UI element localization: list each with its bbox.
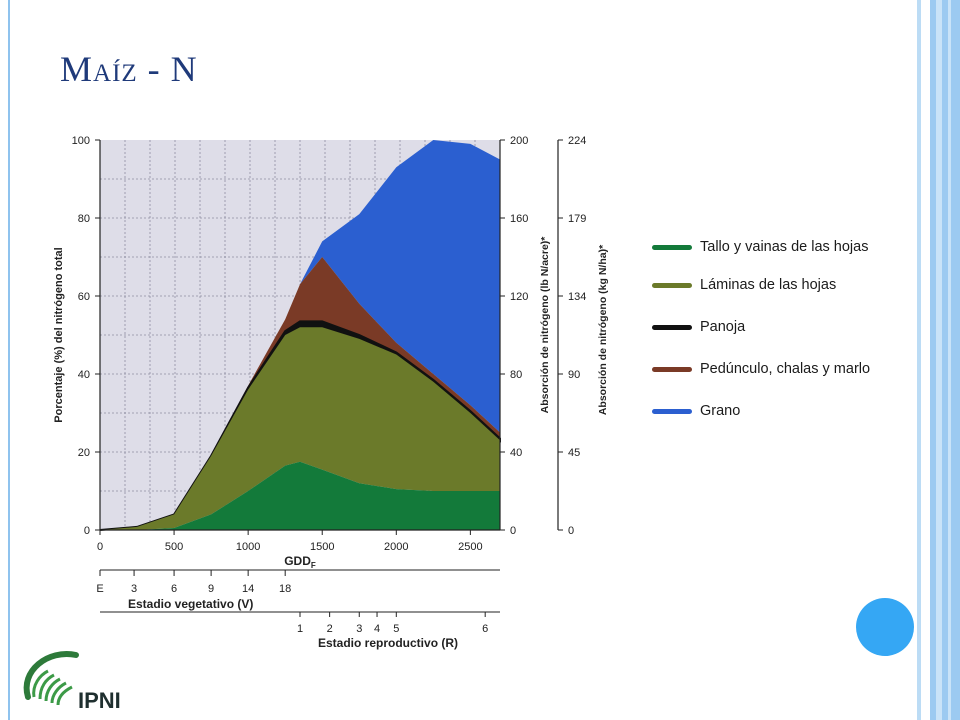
y-tick-label: 80	[78, 213, 90, 225]
reproductive-stage-label: 4	[374, 623, 380, 635]
series-area-tallo	[100, 461, 500, 530]
legend-label-panoja: Panoja	[700, 319, 746, 335]
y3-axis-label: Absorción de nitrógeno (kg N/ha)*	[597, 244, 609, 415]
vegetative-stage-label: E	[96, 583, 103, 595]
x-tick-label: 500	[165, 541, 183, 553]
y2-tick-label: 200	[510, 135, 528, 147]
reproductive-stage-label: 1	[297, 623, 303, 635]
legend-label-grano: Grano	[700, 403, 741, 419]
y3-tick-label: 179	[568, 213, 586, 225]
slide-nav-circle-button[interactable]	[856, 598, 914, 656]
reproductive-stage-label: 2	[327, 623, 333, 635]
logo-text: IPNI	[78, 688, 121, 713]
y3-tick-label: 90	[568, 369, 580, 381]
y-tick-label: 40	[78, 369, 90, 381]
x-tick-label: 2000	[384, 541, 408, 553]
slide-frame-right-stripe	[936, 0, 942, 720]
x-tick-label: 2500	[458, 541, 482, 553]
legend-swatch-pedunculo	[652, 366, 692, 372]
x-axis-label: GDDF	[284, 554, 316, 570]
series-area-grano	[100, 140, 500, 530]
y2-tick-label: 80	[510, 369, 522, 381]
series-area-laminas	[100, 327, 500, 530]
legend-item-pedunculo: Pedúnculo, chalas y marlo	[652, 358, 870, 380]
slide-frame-right-stripe-2	[948, 0, 951, 720]
y-tick-label: 100	[72, 135, 90, 147]
y-tick-label: 60	[78, 291, 90, 303]
legend-swatch-panoja	[652, 324, 692, 330]
x-tick-label: 1000	[236, 541, 260, 553]
y-tick-label: 0	[84, 525, 90, 537]
legend-label-pedunculo: Pedúnculo, chalas y marlo	[700, 361, 871, 377]
x-axis-label-subscript: F	[311, 561, 316, 570]
reproductive-stage-label: 5	[393, 623, 399, 635]
y3-tick-label: 45	[568, 447, 580, 459]
x-tick-label: 0	[97, 541, 103, 553]
y2-tick-label: 120	[510, 291, 528, 303]
y2-axis-label: Absorción de nitrógeno (lb N/acre)*	[539, 236, 551, 414]
y-axis-label: Porcentaje (%) del nitrógeno total	[53, 247, 65, 422]
reproductive-stage-title: Estadio reproductivo (R)	[318, 636, 458, 650]
y-tick-label: 20	[78, 447, 90, 459]
slide-title: Maíz - N	[60, 49, 198, 89]
vegetative-stage-label: 14	[242, 583, 254, 595]
chart-legend: Tallo y vainas de las hojas Láminas de l…	[636, 226, 894, 426]
legend-label-laminas: Láminas de las hojas	[700, 277, 837, 293]
legend-label-tallo: Tallo y vainas de las hojas	[700, 239, 869, 255]
legend-swatch-grano	[652, 408, 692, 414]
reproductive-stage-label: 3	[356, 623, 362, 635]
y3-tick-label: 224	[568, 135, 586, 147]
y2-tick-label: 160	[510, 213, 528, 225]
vegetative-stage-label: 3	[131, 583, 137, 595]
vegetative-stage-label: 6	[171, 583, 177, 595]
legend-item-laminas: Láminas de las hojas	[652, 274, 836, 296]
reproductive-stage-label: 6	[482, 623, 488, 635]
y2-tick-label: 0	[510, 525, 516, 537]
series-area-pedunculo	[100, 257, 500, 530]
slide-frame-right	[930, 0, 960, 720]
y3-tick-label: 134	[568, 291, 586, 303]
vegetative-stage-label: 18	[279, 583, 291, 595]
slide-frame-left	[8, 0, 10, 720]
legend-swatch-laminas	[652, 282, 692, 288]
ipni-logo	[23, 651, 79, 706]
y2-tick-label: 40	[510, 447, 522, 459]
x-tick-label: 1500	[310, 541, 334, 553]
y3-tick-label: 0	[568, 525, 574, 537]
vegetative-stage-label: 9	[208, 583, 214, 595]
slide-frame-right-inner	[917, 0, 921, 720]
legend-item-tallo: Tallo y vainas de las hojas	[652, 236, 868, 258]
legend-swatch-tallo	[652, 244, 692, 250]
legend-item-grano: Grano	[652, 400, 740, 422]
legend-item-panoja: Panoja	[652, 316, 745, 338]
vegetative-stage-title: Estadio vegetativo (V)	[128, 597, 253, 611]
